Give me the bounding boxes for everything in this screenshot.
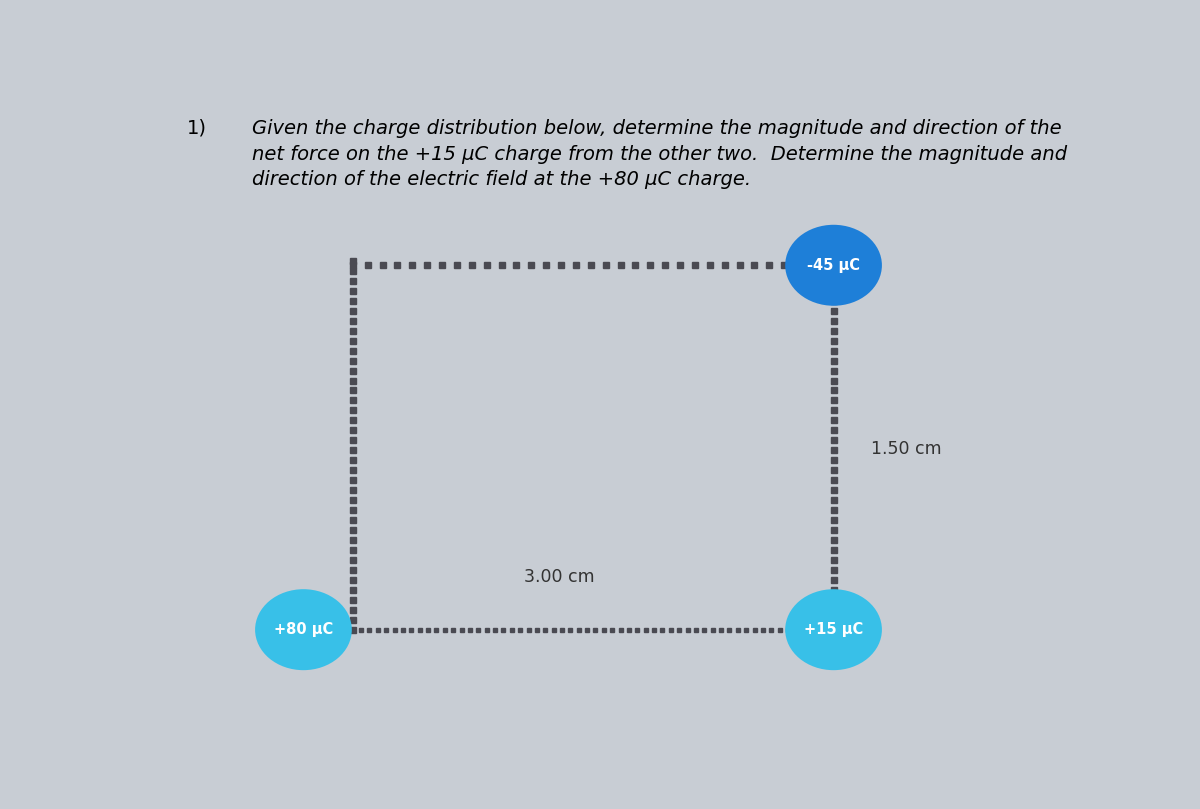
Text: +15 μC: +15 μC	[804, 622, 863, 637]
Text: +80 μC: +80 μC	[274, 622, 334, 637]
Text: 1.50 cm: 1.50 cm	[871, 440, 941, 458]
Text: -45 μC: -45 μC	[808, 258, 860, 273]
Text: 3.00 cm: 3.00 cm	[524, 568, 594, 586]
Ellipse shape	[785, 225, 882, 306]
Ellipse shape	[785, 589, 882, 670]
Text: 1): 1)	[187, 119, 208, 138]
Ellipse shape	[256, 589, 352, 670]
Text: Given the charge distribution below, determine the magnitude and direction of th: Given the charge distribution below, det…	[252, 119, 1068, 189]
